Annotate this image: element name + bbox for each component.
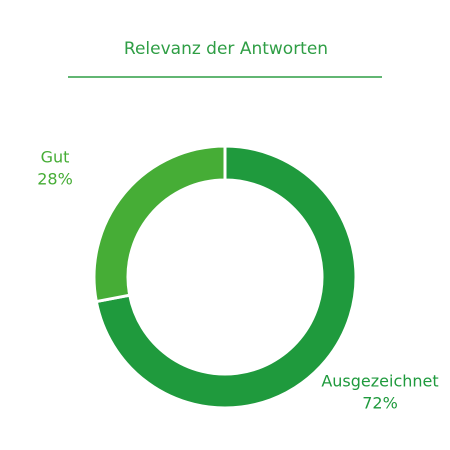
- slice-label: Ausgezeichnet: [321, 372, 438, 391]
- donut-slice: [94, 144, 358, 410]
- slice-value-label: 72%: [362, 394, 398, 413]
- donut-slice: [92, 144, 227, 304]
- slice-label: Gut: [41, 148, 70, 167]
- slice-value-label: 28%: [37, 170, 73, 189]
- chart-title: Relevanz der Antworten: [124, 39, 328, 59]
